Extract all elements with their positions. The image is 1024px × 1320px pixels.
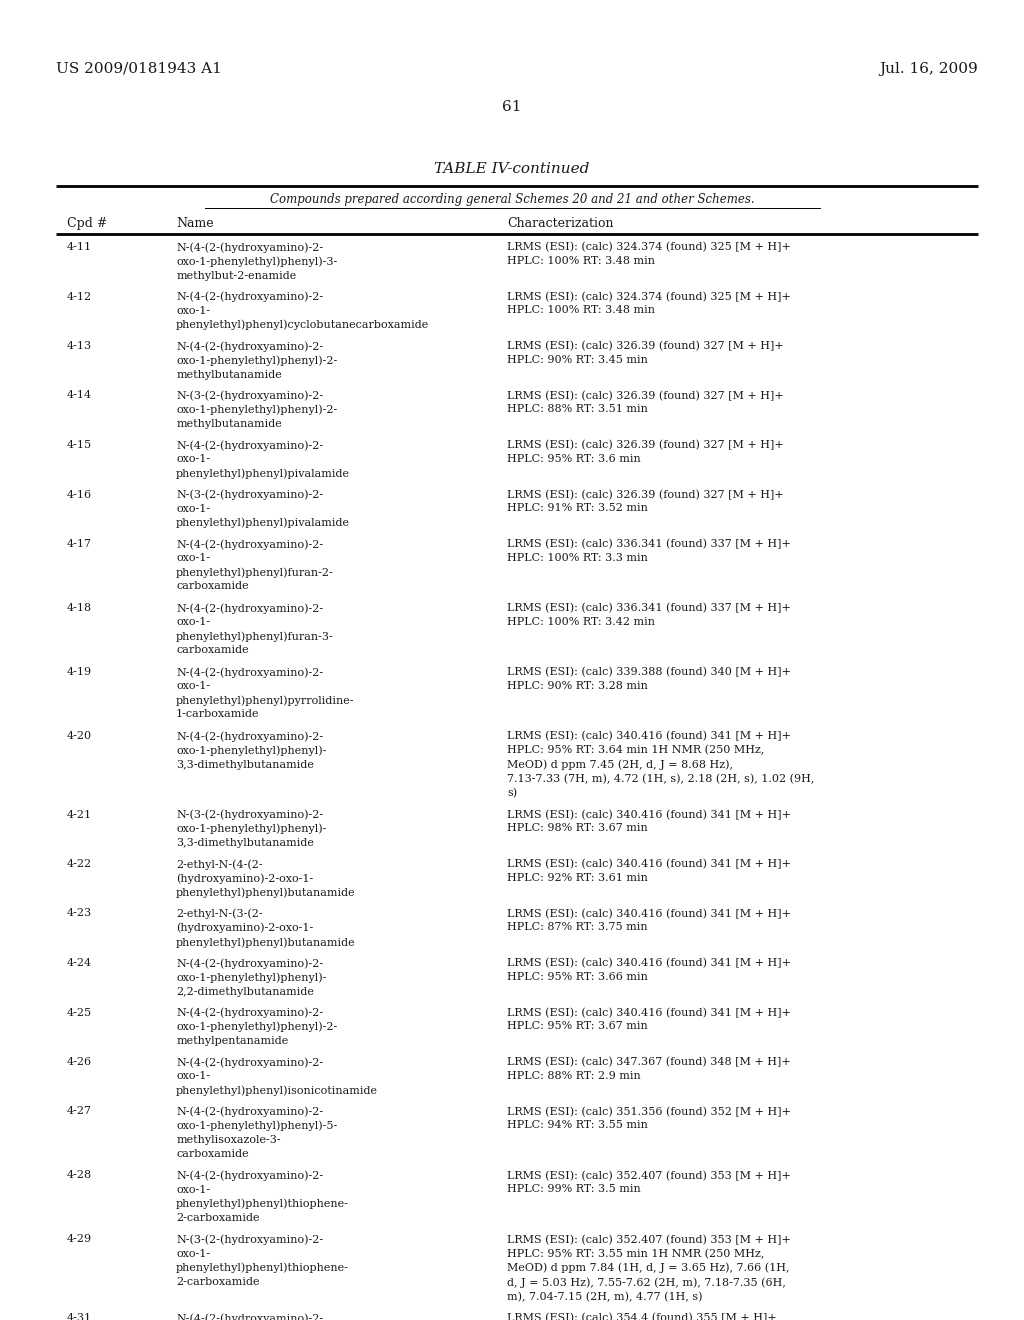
- Text: LRMS (ESI): (calc) 326.39 (found) 327 [M + H]+
HPLC: 95% RT: 3.6 min: LRMS (ESI): (calc) 326.39 (found) 327 [M…: [507, 440, 783, 463]
- Text: 4-20: 4-20: [67, 731, 92, 741]
- Text: LRMS (ESI): (calc) 324.374 (found) 325 [M + H]+
HPLC: 100% RT: 3.48 min: LRMS (ESI): (calc) 324.374 (found) 325 […: [507, 242, 791, 265]
- Text: LRMS (ESI): (calc) 352.407 (found) 353 [M + H]+
HPLC: 99% RT: 3.5 min: LRMS (ESI): (calc) 352.407 (found) 353 […: [507, 1171, 791, 1195]
- Text: 4-11: 4-11: [67, 242, 92, 252]
- Text: 2-ethyl-N-(3-(2-
(hydroxyamino)-2-oxo-1-
phenylethyl)phenyl)butanamide: 2-ethyl-N-(3-(2- (hydroxyamino)-2-oxo-1-…: [176, 908, 355, 948]
- Text: N-(4-(2-(hydroxyamino)-2-
oxo-1-
phenylethyl)phenyl)cyclobutanecarboxamide: N-(4-(2-(hydroxyamino)-2- oxo-1- phenyle…: [176, 292, 429, 330]
- Text: N-(4-(2-(hydroxyamino)-2-
oxo-1-
phenylethyl)phenyl)isonicotinamide: N-(4-(2-(hydroxyamino)-2- oxo-1- phenyle…: [176, 1057, 378, 1096]
- Text: 4-19: 4-19: [67, 667, 92, 677]
- Text: 4-29: 4-29: [67, 1234, 92, 1245]
- Text: 4-27: 4-27: [67, 1106, 91, 1117]
- Text: US 2009/0181943 A1: US 2009/0181943 A1: [56, 62, 222, 77]
- Text: 4-16: 4-16: [67, 490, 92, 499]
- Text: N-(4-(2-(hydroxyamino)-2-
oxo-1-phenylethyl)phenyl)-3-
methylbut-2-enamide: N-(4-(2-(hydroxyamino)-2- oxo-1-phenylet…: [176, 242, 337, 281]
- Text: LRMS (ESI): (calc) 340.416 (found) 341 [M + H]+
HPLC: 92% RT: 3.61 min: LRMS (ESI): (calc) 340.416 (found) 341 […: [507, 859, 791, 883]
- Text: N-(4-(2-(hydroxyamino)-2-
oxo-1-phenylethyl)phenyl)-5-
methylisoxazole-3-
carbox: N-(4-(2-(hydroxyamino)-2- oxo-1-phenylet…: [176, 1106, 337, 1159]
- Text: N-(4-(2-(hydroxyamino)-2-
oxo-1-phenylethyl)phenyl)-
3,3-dimethylbutanamide: N-(4-(2-(hydroxyamino)-2- oxo-1-phenylet…: [176, 731, 327, 770]
- Text: N-(3-(2-(hydroxyamino)-2-
oxo-1-
phenylethyl)phenyl)thiophene-
2-carboxamide: N-(3-(2-(hydroxyamino)-2- oxo-1- phenyle…: [176, 1234, 349, 1287]
- Text: LRMS (ESI): (calc) 326.39 (found) 327 [M + H]+
HPLC: 90% RT: 3.45 min: LRMS (ESI): (calc) 326.39 (found) 327 [M…: [507, 341, 783, 364]
- Text: 4-25: 4-25: [67, 1007, 92, 1018]
- Text: LRMS (ESI): (calc) 336.341 (found) 337 [M + H]+
HPLC: 100% RT: 3.42 min: LRMS (ESI): (calc) 336.341 (found) 337 […: [507, 603, 791, 627]
- Text: LRMS (ESI): (calc) 336.341 (found) 337 [M + H]+
HPLC: 100% RT: 3.3 min: LRMS (ESI): (calc) 336.341 (found) 337 […: [507, 539, 791, 562]
- Text: N-(3-(2-(hydroxyamino)-2-
oxo-1-phenylethyl)phenyl)-
3,3-dimethylbutanamide: N-(3-(2-(hydroxyamino)-2- oxo-1-phenylet…: [176, 809, 327, 847]
- Text: LRMS (ESI): (calc) 326.39 (found) 327 [M + H]+
HPLC: 88% RT: 3.51 min: LRMS (ESI): (calc) 326.39 (found) 327 [M…: [507, 391, 783, 414]
- Text: 4-31: 4-31: [67, 1313, 92, 1320]
- Text: 4-24: 4-24: [67, 958, 92, 968]
- Text: LRMS (ESI): (calc) 340.416 (found) 341 [M + H]+
HPLC: 87% RT: 3.75 min: LRMS (ESI): (calc) 340.416 (found) 341 […: [507, 908, 791, 932]
- Text: 4-21: 4-21: [67, 809, 92, 820]
- Text: 4-23: 4-23: [67, 908, 92, 919]
- Text: TABLE IV-continued: TABLE IV-continued: [434, 162, 590, 176]
- Text: N-(4-(2-(hydroxyamino)-2-
oxo-1-
phenylethyl)phenyl)pivalamide: N-(4-(2-(hydroxyamino)-2- oxo-1- phenyle…: [176, 440, 350, 479]
- Text: 2-ethyl-N-(4-(2-
(hydroxyamino)-2-oxo-1-
phenylethyl)phenyl)butanamide: 2-ethyl-N-(4-(2- (hydroxyamino)-2-oxo-1-…: [176, 859, 355, 899]
- Text: 4-14: 4-14: [67, 391, 92, 400]
- Text: Compounds prepared according general Schemes 20 and 21 and other Schemes.: Compounds prepared according general Sch…: [269, 193, 755, 206]
- Text: N-(4-(2-(hydroxyamino)-2-
oxo-1-
phenylethyl)phenyl)furan-2-
carboxamide: N-(4-(2-(hydroxyamino)-2- oxo-1- phenyle…: [176, 539, 334, 591]
- Text: 4-12: 4-12: [67, 292, 92, 301]
- Text: N-(4-(2-(hydroxyamino)-2-
oxo-1-phenylethyl)phenyl)-2-
methylbutanamide: N-(4-(2-(hydroxyamino)-2- oxo-1-phenylet…: [176, 341, 337, 380]
- Text: N-(4-(2-(hydroxyamino)-2-
oxo-1-phenylethyl)phenyl)-
2,2-dimethylbutanamide: N-(4-(2-(hydroxyamino)-2- oxo-1-phenylet…: [176, 958, 327, 997]
- Text: 4-26: 4-26: [67, 1057, 92, 1067]
- Text: Cpd #: Cpd #: [67, 216, 106, 230]
- Text: LRMS (ESI): (calc) 352.407 (found) 353 [M + H]+
HPLC: 95% RT: 3.55 min 1H NMR (2: LRMS (ESI): (calc) 352.407 (found) 353 […: [507, 1234, 791, 1302]
- Text: LRMS (ESI): (calc) 354.4 (found) 355 [M + H]+
HPLC: 96% RT: 3.05 min: LRMS (ESI): (calc) 354.4 (found) 355 [M …: [507, 1313, 776, 1320]
- Text: 4-17: 4-17: [67, 539, 91, 549]
- Text: Jul. 16, 2009: Jul. 16, 2009: [880, 62, 978, 77]
- Text: 4-13: 4-13: [67, 341, 92, 351]
- Text: N-(3-(2-(hydroxyamino)-2-
oxo-1-phenylethyl)phenyl)-2-
methylbutanamide: N-(3-(2-(hydroxyamino)-2- oxo-1-phenylet…: [176, 391, 337, 429]
- Text: N-(4-(2-(hydroxyamino)-2-
oxo-1-
phenylethyl)phenyl)pyrrolidine-
1-carboxamide: N-(4-(2-(hydroxyamino)-2- oxo-1- phenyle…: [176, 667, 354, 719]
- Text: N-(4-(2-(hydroxyamino)-2-
oxo-1-
phenylethyl)phenyl)thiophene-
2-carboxamide: N-(4-(2-(hydroxyamino)-2- oxo-1- phenyle…: [176, 1171, 349, 1222]
- Text: LRMS (ESI): (calc) 340.416 (found) 341 [M + H]+
HPLC: 95% RT: 3.67 min: LRMS (ESI): (calc) 340.416 (found) 341 […: [507, 1007, 791, 1031]
- Text: LRMS (ESI): (calc) 339.388 (found) 340 [M + H]+
HPLC: 90% RT: 3.28 min: LRMS (ESI): (calc) 339.388 (found) 340 […: [507, 667, 791, 690]
- Text: 4-15: 4-15: [67, 440, 92, 450]
- Text: N-(4-(2-(hydroxyamino)-2-
oxo-1-phenylethyl)phenyl)-2-
methylpentanamide: N-(4-(2-(hydroxyamino)-2- oxo-1-phenylet…: [176, 1007, 337, 1045]
- Text: LRMS (ESI): (calc) 326.39 (found) 327 [M + H]+
HPLC: 91% RT: 3.52 min: LRMS (ESI): (calc) 326.39 (found) 327 [M…: [507, 490, 783, 513]
- Text: N-(4-(2-(hydroxyamino)-2-
oxo-1-
phenylethyl)phenyl)furan-3-
carboxamide: N-(4-(2-(hydroxyamino)-2- oxo-1- phenyle…: [176, 603, 334, 655]
- Text: LRMS (ESI): (calc) 324.374 (found) 325 [M + H]+
HPLC: 100% RT: 3.48 min: LRMS (ESI): (calc) 324.374 (found) 325 […: [507, 292, 791, 315]
- Text: LRMS (ESI): (calc) 347.367 (found) 348 [M + H]+
HPLC: 88% RT: 2.9 min: LRMS (ESI): (calc) 347.367 (found) 348 […: [507, 1057, 791, 1081]
- Text: LRMS (ESI): (calc) 351.356 (found) 352 [M + H]+
HPLC: 94% RT: 3.55 min: LRMS (ESI): (calc) 351.356 (found) 352 […: [507, 1106, 791, 1130]
- Text: Characterization: Characterization: [507, 216, 613, 230]
- Text: Name: Name: [176, 216, 214, 230]
- Text: LRMS (ESI): (calc) 340.416 (found) 341 [M + H]+
HPLC: 95% RT: 3.64 min 1H NMR (2: LRMS (ESI): (calc) 340.416 (found) 341 […: [507, 731, 814, 799]
- Text: 4-18: 4-18: [67, 603, 92, 612]
- Text: 61: 61: [502, 100, 522, 114]
- Text: N-(4-(2-(hydroxyamino)-2-
oxo-1-
phenylethyl)phenyl)tetrahydro-
2H-pyran-4-carbo: N-(4-(2-(hydroxyamino)-2- oxo-1- phenyle…: [176, 1313, 352, 1320]
- Text: 4-28: 4-28: [67, 1171, 92, 1180]
- Text: LRMS (ESI): (calc) 340.416 (found) 341 [M + H]+
HPLC: 95% RT: 3.66 min: LRMS (ESI): (calc) 340.416 (found) 341 […: [507, 958, 791, 982]
- Text: N-(3-(2-(hydroxyamino)-2-
oxo-1-
phenylethyl)phenyl)pivalamide: N-(3-(2-(hydroxyamino)-2- oxo-1- phenyle…: [176, 490, 350, 528]
- Text: 4-22: 4-22: [67, 859, 92, 869]
- Text: LRMS (ESI): (calc) 340.416 (found) 341 [M + H]+
HPLC: 98% RT: 3.67 min: LRMS (ESI): (calc) 340.416 (found) 341 […: [507, 809, 791, 833]
